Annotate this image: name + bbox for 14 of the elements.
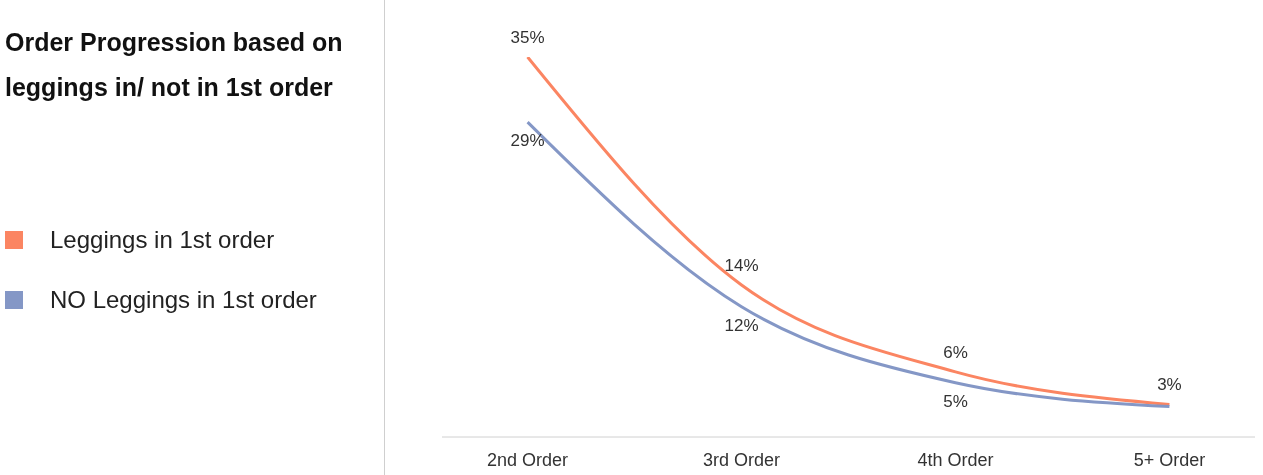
x-tick-label: 5+ Order bbox=[1133, 449, 1206, 470]
data-label: 6% bbox=[943, 342, 968, 362]
x-tick-label: 3rd Order bbox=[703, 449, 781, 470]
data-label: 14% bbox=[724, 256, 759, 275]
x-tick-label: 4th Order bbox=[917, 449, 994, 470]
x-tick-label: 2nd Order bbox=[487, 449, 569, 470]
data-label: 3% bbox=[1157, 375, 1182, 395]
data-label: 5% bbox=[943, 391, 968, 411]
legend-label: Leggings in 1st order bbox=[50, 226, 275, 254]
legend-label: NO Leggings in 1st order bbox=[50, 286, 317, 314]
data-label: 35% bbox=[510, 28, 545, 47]
text: Order Progression based on leggings in/ not in 1st order bbox=[5, 27, 344, 103]
data-label: 12% bbox=[724, 315, 759, 335]
data-label: 29% bbox=[510, 131, 545, 151]
